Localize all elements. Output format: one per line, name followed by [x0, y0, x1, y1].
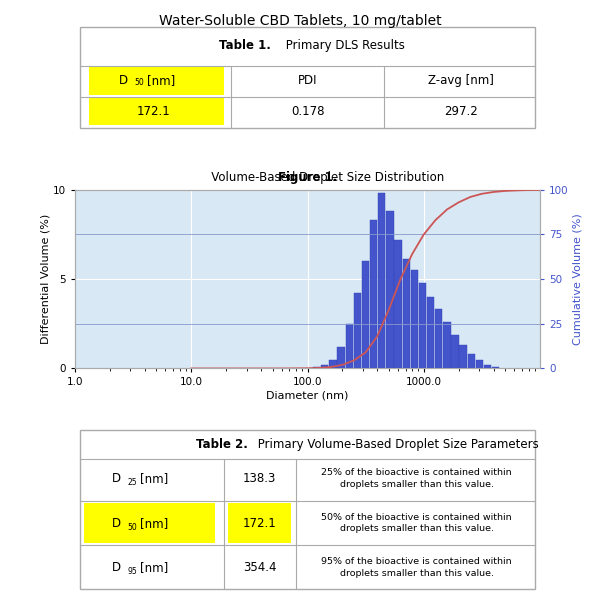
Text: [nm]: [nm]: [147, 74, 175, 87]
Text: D: D: [112, 561, 121, 574]
Text: Volume-Based Droplet Size Distribution: Volume-Based Droplet Size Distribution: [170, 172, 445, 184]
FancyBboxPatch shape: [89, 98, 224, 125]
Text: Figure 1.: Figure 1.: [278, 172, 337, 184]
Bar: [451, 335, 458, 368]
Text: 172.1: 172.1: [243, 517, 277, 530]
Text: Primary Volume-Based Droplet Size Parameters: Primary Volume-Based Droplet Size Parame…: [254, 438, 539, 451]
Text: 95% of the bioactive is contained within
droplets smaller than this value.: 95% of the bioactive is contained within…: [322, 557, 512, 578]
Bar: [362, 261, 369, 368]
Bar: [443, 322, 451, 368]
Text: Table 2.: Table 2.: [196, 438, 248, 451]
Bar: [427, 297, 434, 368]
Text: Z-avg [nm]: Z-avg [nm]: [428, 74, 494, 87]
Text: Table 1.: Table 1.: [219, 39, 271, 52]
Y-axis label: Differential Volume (%): Differential Volume (%): [40, 214, 50, 344]
Text: 0.178: 0.178: [291, 105, 324, 118]
Text: 50: 50: [134, 78, 144, 87]
Bar: [460, 345, 467, 368]
Bar: [419, 283, 426, 368]
Bar: [329, 359, 337, 368]
Bar: [484, 365, 491, 368]
FancyBboxPatch shape: [80, 27, 535, 128]
Text: Primary DLS Results: Primary DLS Results: [282, 39, 405, 52]
Text: 297.2: 297.2: [444, 105, 478, 118]
Text: D: D: [112, 472, 121, 485]
Text: [nm]: [nm]: [140, 517, 169, 530]
Text: [nm]: [nm]: [140, 472, 169, 485]
Text: PDI: PDI: [298, 74, 317, 87]
Text: 138.3: 138.3: [243, 472, 276, 485]
Text: D: D: [119, 74, 128, 87]
Bar: [403, 259, 410, 368]
Y-axis label: Cumulative Volume (%): Cumulative Volume (%): [573, 213, 583, 345]
Bar: [370, 220, 377, 368]
Bar: [313, 367, 320, 368]
FancyBboxPatch shape: [89, 67, 224, 95]
Bar: [321, 365, 328, 368]
Bar: [467, 354, 475, 368]
Text: Water-Soluble CBD Tablets, 10 mg/tablet: Water-Soluble CBD Tablets, 10 mg/tablet: [158, 14, 442, 28]
Text: 354.4: 354.4: [243, 561, 277, 574]
FancyBboxPatch shape: [229, 503, 291, 544]
Text: 25: 25: [127, 478, 137, 487]
Text: 50: 50: [127, 523, 137, 532]
Bar: [378, 193, 385, 368]
Bar: [435, 310, 442, 368]
Bar: [410, 270, 418, 368]
Bar: [337, 347, 345, 368]
Bar: [476, 361, 483, 368]
Bar: [353, 293, 361, 368]
Text: 50% of the bioactive is contained within
droplets smaller than this value.: 50% of the bioactive is contained within…: [322, 512, 512, 533]
Bar: [492, 367, 499, 368]
Bar: [386, 211, 394, 368]
Bar: [394, 240, 402, 368]
Text: 25% of the bioactive is contained within
droplets smaller than this value.: 25% of the bioactive is contained within…: [322, 468, 512, 489]
Text: 172.1: 172.1: [136, 105, 170, 118]
FancyBboxPatch shape: [84, 503, 215, 544]
Text: D: D: [112, 517, 121, 530]
Bar: [346, 324, 353, 368]
Text: [nm]: [nm]: [140, 561, 169, 574]
X-axis label: Diameter (nm): Diameter (nm): [266, 390, 349, 400]
FancyBboxPatch shape: [80, 430, 535, 589]
Text: 95: 95: [127, 567, 137, 576]
